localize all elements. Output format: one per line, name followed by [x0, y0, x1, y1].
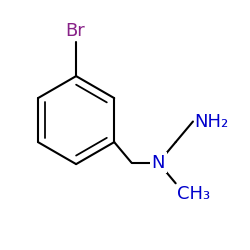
- Text: CH₃: CH₃: [177, 184, 210, 202]
- Text: NH₂: NH₂: [194, 112, 228, 130]
- Text: N: N: [152, 154, 165, 172]
- Text: Br: Br: [65, 22, 85, 40]
